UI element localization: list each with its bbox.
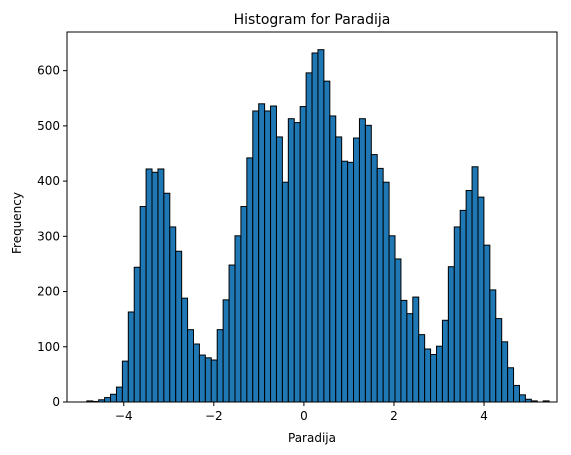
x-tick-label: −4 — [115, 409, 133, 423]
histogram-bar — [394, 258, 402, 403]
histogram-bar — [127, 311, 135, 403]
histogram-bar — [370, 154, 378, 403]
histogram-bar — [193, 343, 200, 403]
histogram-bar — [364, 124, 372, 403]
histogram-bar — [305, 72, 313, 403]
x-tick-label: −2 — [205, 409, 223, 423]
histogram-bar — [264, 110, 272, 403]
histogram-bar — [270, 105, 277, 403]
histogram-bar — [447, 266, 455, 403]
histogram-bar — [471, 166, 479, 403]
plot-frame — [66, 31, 558, 403]
histogram-bar — [181, 297, 189, 403]
histogram-bar — [240, 206, 248, 403]
histogram-bar — [412, 296, 420, 403]
histogram-bar — [483, 244, 491, 403]
histogram-bar — [115, 386, 123, 403]
histogram-bar — [382, 181, 390, 403]
histogram-bar — [121, 360, 129, 403]
y-tick-label: 400 — [37, 174, 60, 188]
y-axis-label: Frequency — [10, 192, 24, 254]
histogram-bar — [406, 313, 414, 403]
histogram-bar — [151, 171, 159, 403]
histogram-bar — [489, 289, 497, 403]
histogram-bar — [299, 106, 307, 403]
histogram-bar — [501, 341, 509, 403]
histogram-bar — [418, 334, 426, 403]
histogram-bar — [104, 397, 112, 403]
histogram-bar — [424, 348, 432, 403]
histogram-bar — [133, 266, 141, 403]
x-tick-label: 2 — [390, 409, 398, 423]
histogram-bar — [453, 226, 461, 403]
x-axis-label: Paradija — [288, 431, 336, 445]
histogram-bar — [353, 137, 360, 403]
histogram-bar — [323, 80, 331, 403]
histogram-bar — [358, 118, 366, 403]
histogram-bar — [388, 235, 396, 403]
y-tick-label: 500 — [37, 119, 60, 133]
histogram-bar — [317, 49, 325, 403]
histogram-bar — [341, 160, 349, 403]
histogram-bar — [204, 357, 212, 403]
histogram-bar — [513, 384, 520, 403]
histogram-bar — [163, 192, 171, 403]
histogram-bar — [110, 393, 117, 403]
histogram-bar — [436, 345, 443, 403]
histogram-bar — [518, 394, 526, 403]
histogram-bar — [275, 136, 283, 403]
histogram-bar — [187, 329, 195, 403]
histogram-bar — [329, 115, 337, 403]
histogram-bar — [252, 110, 260, 403]
histogram-bar — [400, 299, 408, 403]
y-tick-label: 100 — [37, 340, 60, 354]
histogram-bar — [507, 367, 515, 403]
histogram-bar — [430, 354, 438, 403]
histogram-bar — [287, 118, 295, 403]
histogram-bar — [335, 136, 343, 403]
histogram-bar — [293, 122, 301, 403]
y-tick-label: 200 — [37, 285, 60, 299]
histogram-bar — [459, 209, 467, 403]
chart-title: Histogram for Paradija — [234, 12, 391, 28]
histogram-bar — [376, 167, 384, 403]
histogram-bar — [216, 329, 224, 403]
histogram-bar — [228, 264, 236, 403]
y-tick-label: 0 — [52, 395, 60, 409]
histogram-bar — [441, 319, 449, 403]
histogram-bar — [311, 52, 319, 403]
histogram-bar — [222, 299, 230, 403]
axes-group: −4 −2 0 2 4 0 100 200 300 400 500 600 — [37, 31, 558, 423]
x-tick-label: 0 — [300, 409, 308, 423]
histogram-bar — [465, 189, 473, 403]
histogram-bar — [169, 226, 177, 403]
y-tick-label: 600 — [37, 64, 60, 78]
histogram-bar — [246, 157, 254, 403]
histogram-bar — [281, 181, 289, 403]
bars-group — [86, 49, 550, 403]
histogram-bar — [139, 206, 147, 403]
histogram-bar — [198, 354, 206, 403]
histogram-bar — [175, 250, 183, 403]
histogram-bar — [495, 318, 503, 403]
histogram-bar — [145, 168, 153, 403]
histogram-bar — [234, 235, 242, 403]
histogram-bar — [347, 161, 355, 403]
x-tick-label: 4 — [480, 409, 488, 423]
y-tick-label: 300 — [37, 229, 60, 243]
histogram-bar — [477, 196, 485, 403]
histogram-bar — [157, 168, 165, 403]
histogram-bar — [210, 359, 218, 403]
histogram-bar — [258, 103, 266, 403]
